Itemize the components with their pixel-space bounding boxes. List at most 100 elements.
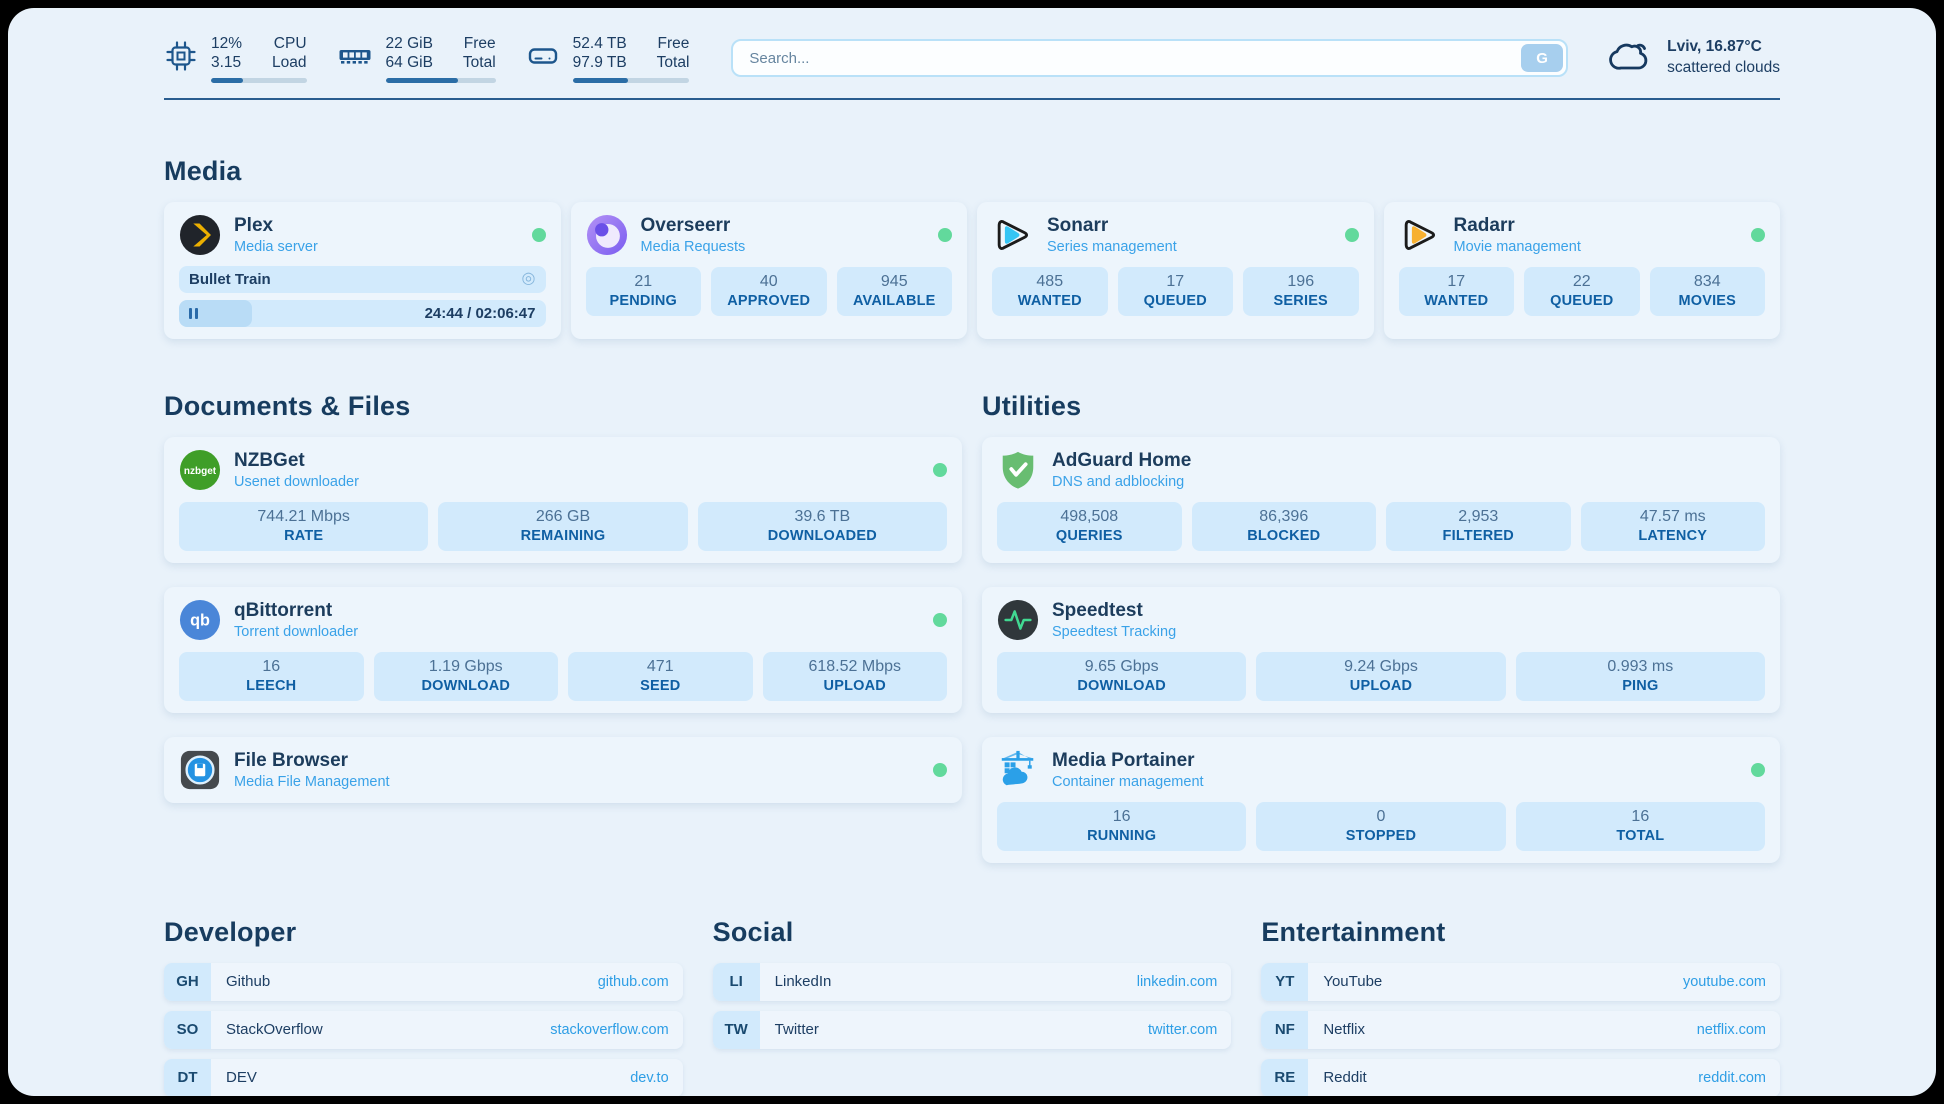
disk-icon [526, 39, 560, 78]
stat-series: 196 SERIES [1243, 266, 1359, 316]
card-filebrowser[interactable]: File Browser Media File Management [164, 736, 962, 803]
memory-free-label: Free [463, 35, 496, 52]
portainer-icon [997, 749, 1039, 791]
section-utilities: Utilities AdGuard Home DNS and adblockin… [982, 391, 1780, 863]
disk-progress-track [572, 77, 690, 83]
radarr-icon [1399, 214, 1441, 256]
cpu-load-value: 3.15 [211, 54, 242, 72]
link-reddit[interactable]: RE Reddit reddit.com [1261, 1058, 1780, 1096]
linkedin-abbr-icon: LI [712, 962, 760, 1001]
card-portainer[interactable]: Media Portainer Container management 16 … [982, 736, 1780, 863]
stat-rate: 744.21 Mbps RATE [179, 501, 429, 551]
card-overseerr[interactable]: Overseerr Media Requests 21 PENDING 40 A… [570, 201, 967, 339]
section-entertainment: Entertainment YT YouTube youtube.com NF … [1261, 917, 1780, 1096]
cast-icon: ◎ [521, 270, 536, 288]
status-dot [531, 227, 546, 242]
stat-movies: 834 MOVIES [1649, 266, 1765, 316]
stat-filtered: 2,953 FILTERED [1386, 501, 1571, 551]
card-speedtest[interactable]: Speedtest Speedtest Tracking 9.65 Gbps D… [982, 586, 1780, 713]
stat-upload: 9.24 Gbps UPLOAD [1256, 651, 1506, 701]
section-social: Social LI LinkedIn linkedin.com TW Twitt… [712, 916, 1232, 1096]
plex-progress-track: 24:44 / 02:06:47 [179, 299, 546, 327]
overseerr-title: Overseerr [640, 214, 731, 236]
memory-total-label: Total [462, 54, 496, 72]
search-bar: G [731, 39, 1569, 78]
disk-total-label: Total [656, 54, 690, 72]
plex-progress-fill [179, 299, 253, 327]
stat-leech: 16 LEECH [179, 651, 364, 701]
link-netflix[interactable]: NF Netflix netflix.com [1261, 1010, 1780, 1049]
link-youtube[interactable]: YT YouTube youtube.com [1261, 962, 1780, 1001]
overseerr-subtitle: Media Requests [640, 238, 746, 255]
youtube-abbr-icon: YT [1261, 962, 1309, 1001]
link-twitter[interactable]: TW Twitter twitter.com [712, 1010, 1232, 1049]
sonarr-title: Sonarr [1047, 214, 1109, 236]
card-plex[interactable]: Plex Media server Bullet Train ◎ 24:44 /… [164, 201, 561, 339]
stat-pending: 21 PENDING [585, 266, 701, 316]
stat-approved: 40 APPROVED [711, 266, 827, 316]
top-bar: 12% 3.15 CPU Load [164, 34, 1780, 83]
radarr-subtitle: Movie management [1453, 238, 1581, 255]
header-divider [164, 97, 1780, 100]
stackoverflow-abbr-icon: SO [164, 1010, 211, 1049]
stat-queued: 17 QUEUED [1117, 266, 1233, 316]
disk-free-label: Free [657, 35, 690, 52]
section-title-entertainment: Entertainment [1261, 916, 1446, 947]
nzbget-title: NZBGet [234, 449, 305, 471]
stat-upload: 618.52 Mbps UPLOAD [762, 651, 947, 701]
status-dot [938, 227, 952, 242]
stat-stopped: 0 STOPPED [1256, 801, 1506, 851]
stat-available: 945 AVAILABLE [836, 266, 952, 316]
stat-remaining: 266 GB REMAINING [438, 501, 688, 551]
portainer-subtitle: Container management [1052, 773, 1204, 790]
pause-icon [189, 307, 192, 319]
disk-stat-body: 52.4 TB 97.9 TB Free Total [572, 34, 690, 83]
card-sonarr[interactable]: Sonarr Series management 485 WANTED 17 Q… [977, 201, 1374, 339]
portainer-title: Media Portainer [1052, 749, 1195, 771]
plex-title: Plex [234, 214, 274, 236]
plex-now-playing-title: Bullet Train [189, 270, 271, 288]
weather-location-temp: Lviv, 16.87°C [1667, 38, 1762, 56]
system-stats: 12% 3.15 CPU Load [164, 34, 690, 83]
link-linkedin[interactable]: LI LinkedIn linkedin.com [712, 962, 1232, 1001]
stat-downloaded: 39.6 TB DOWNLOADED [697, 501, 947, 551]
nzbget-icon: nzbget [179, 449, 221, 491]
cpu-label: CPU [273, 35, 307, 52]
twitter-abbr-icon: TW [712, 1010, 760, 1049]
plex-now-playing-row: Bullet Train ◎ [179, 265, 546, 293]
stat-seed: 471 SEED [568, 651, 753, 701]
adguard-icon [997, 449, 1039, 491]
stat-blocked: 86,396 BLOCKED [1191, 501, 1376, 551]
card-nzbget[interactable]: nzbget NZBGet Usenet downloader 744.21 M… [164, 436, 962, 563]
link-github[interactable]: GH Github github.com [164, 962, 683, 1001]
cpu-progress-track [211, 77, 307, 83]
weather-widget: Lviv, 16.87°C scattered clouds [1608, 37, 1780, 80]
card-adguard[interactable]: AdGuard Home DNS and adblocking 498,508 … [982, 436, 1780, 563]
card-radarr[interactable]: Radarr Movie management 17 WANTED 22 QUE… [1383, 201, 1780, 339]
search-engine-button[interactable]: G [1521, 44, 1564, 73]
dev-abbr-icon: DT [164, 1058, 211, 1096]
speedtest-subtitle: Speedtest Tracking [1052, 623, 1177, 640]
status-dot [933, 612, 947, 627]
card-qbittorrent[interactable]: qb qBittorrent Torrent downloader 16 LEE… [164, 586, 962, 713]
section-media: Media Plex Media server [164, 156, 1780, 339]
stat-ping: 0.993 ms PING [1515, 651, 1765, 701]
memory-free-value: 22 GiB [385, 35, 433, 52]
plex-subtitle: Media server [234, 238, 318, 255]
link-stackoverflow[interactable]: SO StackOverflow stackoverflow.com [164, 1010, 683, 1049]
cloud-icon [1608, 37, 1654, 80]
section-title-social: Social [712, 916, 794, 947]
svg-text:nzbget: nzbget [184, 466, 217, 477]
cpu-icon [164, 39, 198, 78]
link-dev[interactable]: DT DEV dev.to [164, 1058, 683, 1096]
cpu-stat-widget: 12% 3.15 CPU Load [164, 34, 307, 83]
radarr-title: Radarr [1453, 214, 1515, 236]
disk-stat-widget: 52.4 TB 97.9 TB Free Total [526, 34, 690, 83]
search-input[interactable] [731, 39, 1569, 78]
speedtest-icon [997, 599, 1039, 641]
adguard-title: AdGuard Home [1052, 449, 1192, 471]
status-dot [1751, 762, 1765, 777]
load-label: Load [272, 54, 307, 72]
netflix-abbr-icon: NF [1261, 1010, 1309, 1049]
section-title-utilities: Utilities [982, 390, 1082, 421]
